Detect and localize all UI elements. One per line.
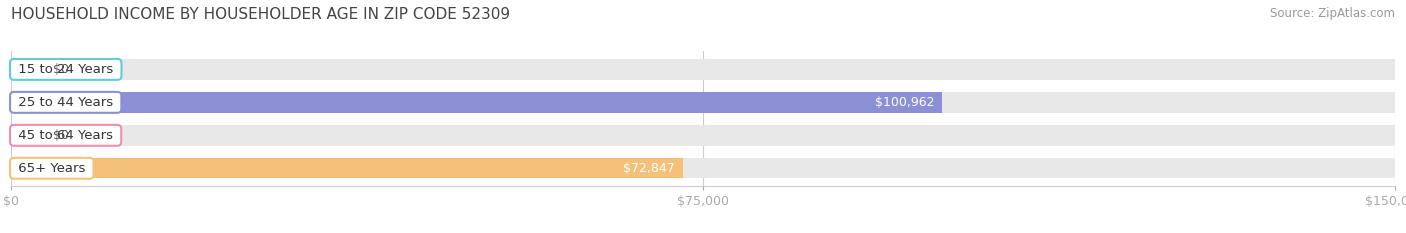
- Text: Source: ZipAtlas.com: Source: ZipAtlas.com: [1270, 7, 1395, 20]
- Bar: [11, 59, 42, 80]
- Text: 25 to 44 Years: 25 to 44 Years: [14, 96, 117, 109]
- Text: $0: $0: [53, 63, 69, 76]
- Bar: [11, 59, 1395, 80]
- Bar: [11, 92, 942, 113]
- Text: 65+ Years: 65+ Years: [14, 162, 90, 175]
- Bar: [11, 158, 1395, 178]
- Bar: [11, 125, 1395, 146]
- Bar: [11, 92, 1395, 113]
- Text: 15 to 24 Years: 15 to 24 Years: [14, 63, 118, 76]
- Text: $0: $0: [53, 129, 69, 142]
- Bar: [11, 158, 683, 178]
- Text: 45 to 64 Years: 45 to 64 Years: [14, 129, 117, 142]
- Text: HOUSEHOLD INCOME BY HOUSEHOLDER AGE IN ZIP CODE 52309: HOUSEHOLD INCOME BY HOUSEHOLDER AGE IN Z…: [11, 7, 510, 22]
- Text: $72,847: $72,847: [619, 162, 679, 175]
- Bar: [11, 125, 42, 146]
- Text: $100,962: $100,962: [870, 96, 938, 109]
